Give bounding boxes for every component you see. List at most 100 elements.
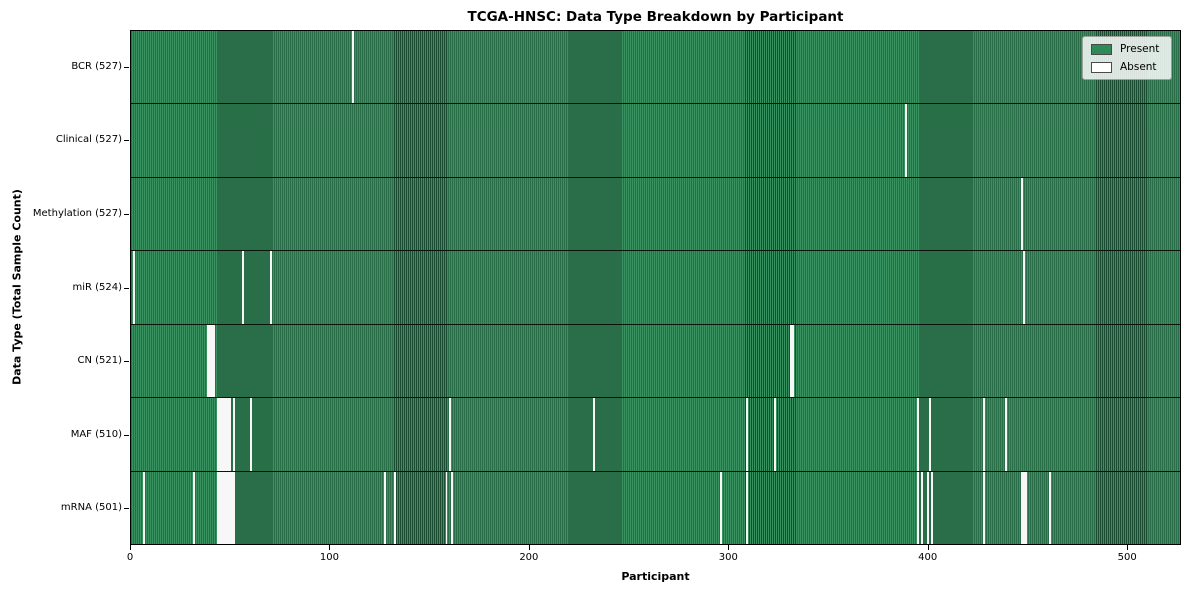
x-tick-label: 300 bbox=[718, 552, 738, 563]
absent-cell bbox=[132, 251, 135, 324]
absent-cell bbox=[917, 471, 920, 544]
absent-cell bbox=[1048, 471, 1051, 544]
absent-cell bbox=[220, 471, 223, 544]
x-tick-mark bbox=[728, 545, 730, 550]
heatmap-row-maf bbox=[131, 398, 1180, 472]
y-tick-label: CN (521) bbox=[77, 355, 122, 367]
legend-item-absent: Absent bbox=[1091, 61, 1159, 73]
absent-cell bbox=[210, 324, 213, 398]
y-tick-label: miR (524) bbox=[72, 281, 122, 293]
absent-cell bbox=[927, 471, 930, 544]
heatmap-row-bcr bbox=[131, 31, 1180, 105]
absent-swatch-icon bbox=[1091, 61, 1112, 73]
chart-title: TCGA-HNSC: Data Type Breakdown by Partic… bbox=[467, 9, 844, 25]
y-tick-mark bbox=[124, 434, 129, 436]
absent-cell bbox=[982, 398, 985, 471]
x-tick-mark bbox=[1127, 545, 1129, 550]
absent-cell bbox=[1024, 471, 1027, 544]
legend-label-absent: Absent bbox=[1120, 61, 1157, 73]
legend: Present Absent bbox=[1082, 36, 1173, 80]
absent-cell bbox=[228, 398, 231, 471]
absent-cell bbox=[226, 398, 229, 471]
x-tick-mark bbox=[329, 545, 331, 550]
absent-cell bbox=[250, 398, 253, 471]
absent-cell bbox=[921, 471, 924, 544]
absent-cell bbox=[220, 398, 223, 471]
absent-cell bbox=[905, 104, 908, 177]
absent-cell bbox=[208, 324, 211, 398]
absent-cell bbox=[212, 324, 215, 398]
absent-cell bbox=[982, 471, 985, 544]
heatmap-row-mrna bbox=[131, 471, 1180, 544]
absent-cell bbox=[216, 471, 219, 544]
y-tick-label: Methylation (527) bbox=[32, 207, 122, 219]
x-tick-label: 500 bbox=[1117, 552, 1137, 563]
y-tick-label: Clinical (527) bbox=[55, 134, 122, 146]
heatmap-row-mir bbox=[131, 251, 1180, 325]
absent-cell bbox=[1020, 471, 1023, 544]
absent-cell bbox=[232, 471, 235, 544]
absent-cell bbox=[218, 471, 221, 544]
absent-cell bbox=[222, 471, 225, 544]
absent-cell bbox=[224, 471, 227, 544]
y-tick-mark bbox=[124, 361, 129, 363]
absent-cell bbox=[232, 398, 235, 471]
absent-cell bbox=[929, 398, 932, 471]
absent-cell bbox=[917, 398, 920, 471]
y-tick-mark bbox=[124, 508, 129, 510]
y-tick-label: mRNA (501) bbox=[60, 502, 122, 514]
absent-cell bbox=[746, 398, 749, 471]
absent-cell bbox=[773, 398, 776, 471]
absent-cell bbox=[451, 471, 454, 544]
y-tick-mark bbox=[124, 140, 129, 142]
x-tick-mark bbox=[528, 545, 530, 550]
absent-cell bbox=[206, 324, 209, 398]
absent-cell bbox=[449, 398, 452, 471]
absent-cell bbox=[393, 471, 396, 544]
absent-cell bbox=[192, 471, 195, 544]
heatmap-row-cn bbox=[131, 324, 1180, 399]
x-tick-label: 200 bbox=[519, 552, 539, 563]
absent-cell bbox=[142, 471, 145, 544]
present-swatch-icon bbox=[1091, 43, 1112, 55]
absent-cell bbox=[216, 398, 219, 471]
y-tick-mark bbox=[124, 287, 129, 289]
x-tick-label: 400 bbox=[918, 552, 938, 563]
absent-cell bbox=[270, 251, 273, 324]
legend-item-present: Present bbox=[1091, 43, 1159, 55]
y-tick-label: MAF (510) bbox=[70, 428, 122, 440]
absent-cell bbox=[351, 31, 354, 104]
absent-cell bbox=[1022, 251, 1025, 324]
absent-cell bbox=[791, 324, 794, 398]
absent-cell bbox=[383, 471, 386, 544]
x-tick-mark bbox=[130, 545, 131, 550]
y-tick-label: BCR (527) bbox=[71, 60, 122, 72]
absent-cell bbox=[224, 398, 227, 471]
plot-area bbox=[130, 30, 1181, 545]
absent-cell bbox=[230, 471, 233, 544]
absent-cell bbox=[445, 471, 448, 544]
absent-cell bbox=[931, 471, 934, 544]
absent-cell bbox=[218, 398, 221, 471]
absent-cell bbox=[720, 471, 723, 544]
absent-cell bbox=[1022, 471, 1025, 544]
x-tick-mark bbox=[927, 545, 929, 550]
absent-cell bbox=[222, 398, 225, 471]
absent-cell bbox=[1020, 177, 1023, 251]
absent-cell bbox=[242, 251, 245, 324]
absent-cell bbox=[1004, 398, 1007, 471]
absent-cell bbox=[592, 398, 595, 471]
absent-cell bbox=[228, 471, 231, 544]
y-tick-mark bbox=[124, 213, 129, 215]
absent-cell bbox=[789, 324, 792, 398]
absent-cell bbox=[226, 471, 229, 544]
x-axis-label: Participant bbox=[621, 570, 690, 583]
x-tick-label: 100 bbox=[319, 552, 339, 563]
legend-label-present: Present bbox=[1120, 43, 1160, 55]
x-tick-label: 0 bbox=[126, 552, 134, 563]
absent-cell bbox=[746, 471, 749, 544]
heatmap-row-clinical bbox=[131, 104, 1180, 178]
heatmap-row-methylation bbox=[131, 177, 1180, 252]
y-tick-mark bbox=[124, 66, 129, 68]
